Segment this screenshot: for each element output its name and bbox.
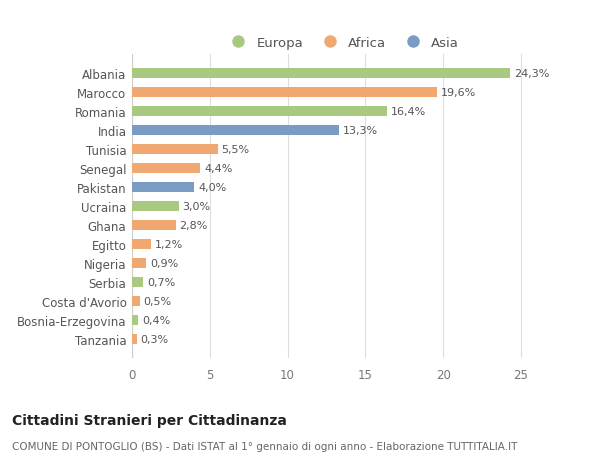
Bar	[132, 239, 151, 250]
Bar	[132, 220, 176, 231]
Bar	[132, 163, 200, 174]
Text: 2,8%: 2,8%	[179, 220, 208, 230]
Legend: Europa, Africa, Asia: Europa, Africa, Asia	[220, 31, 464, 55]
Bar	[132, 277, 143, 287]
Bar	[132, 145, 218, 155]
Text: 13,3%: 13,3%	[343, 126, 378, 136]
Text: 24,3%: 24,3%	[514, 69, 549, 79]
Bar	[132, 182, 194, 193]
Text: Cittadini Stranieri per Cittadinanza: Cittadini Stranieri per Cittadinanza	[12, 413, 287, 427]
Text: 5,5%: 5,5%	[221, 145, 250, 155]
Text: 0,4%: 0,4%	[142, 315, 170, 325]
Text: 0,9%: 0,9%	[150, 258, 178, 269]
Bar	[132, 334, 137, 344]
Text: 0,7%: 0,7%	[147, 277, 175, 287]
Bar	[132, 202, 179, 212]
Text: 16,4%: 16,4%	[391, 107, 426, 117]
Text: 0,5%: 0,5%	[143, 296, 172, 306]
Text: 0,3%: 0,3%	[140, 334, 169, 344]
Text: COMUNE DI PONTOGLIO (BS) - Dati ISTAT al 1° gennaio di ogni anno - Elaborazione : COMUNE DI PONTOGLIO (BS) - Dati ISTAT al…	[12, 441, 517, 451]
Bar	[132, 296, 140, 307]
Text: 4,4%: 4,4%	[205, 164, 233, 174]
Bar	[132, 126, 339, 136]
Text: 3,0%: 3,0%	[182, 202, 211, 212]
Bar	[132, 258, 146, 269]
Bar	[132, 69, 510, 79]
Bar	[132, 88, 437, 98]
Bar	[132, 106, 387, 117]
Text: 19,6%: 19,6%	[441, 88, 476, 98]
Text: 1,2%: 1,2%	[155, 240, 183, 249]
Text: 4,0%: 4,0%	[198, 183, 226, 193]
Bar	[132, 315, 138, 325]
